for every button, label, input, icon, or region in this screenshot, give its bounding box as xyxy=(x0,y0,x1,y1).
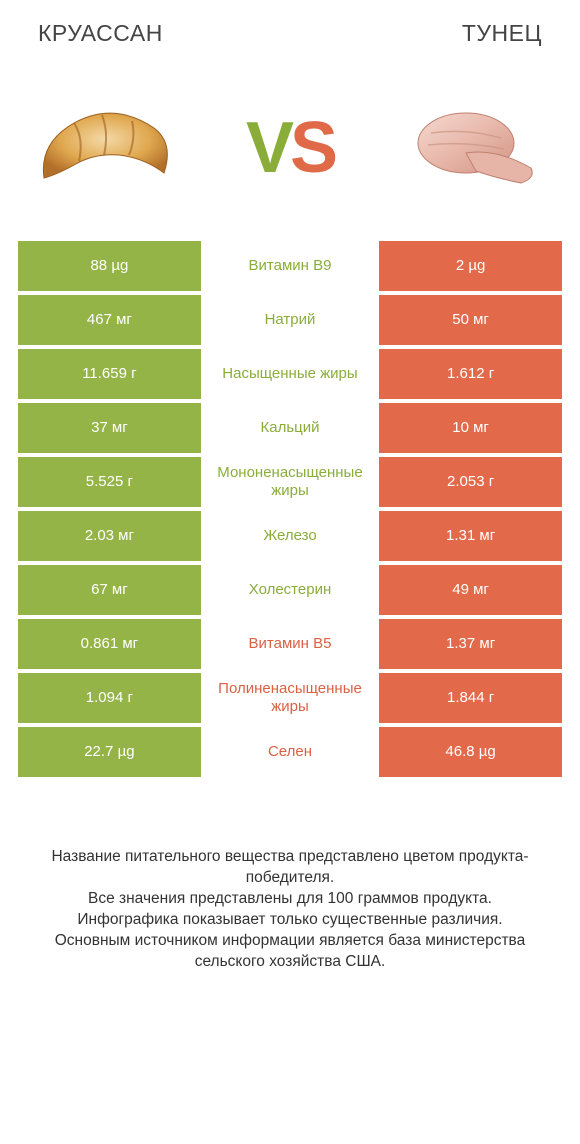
cell-right-value: 2 µg xyxy=(379,241,562,291)
table-row: 37 мгКальций10 мг xyxy=(18,403,562,453)
footer-line: Все значения представлены для 100 граммо… xyxy=(26,889,554,910)
cell-right-value: 1.37 мг xyxy=(379,619,562,669)
table-row: 5.525 гМононенасыщенные жиры2.053 г xyxy=(18,457,562,507)
cell-nutrient-label: Мононенасыщенные жиры xyxy=(201,457,379,507)
tuna-image xyxy=(396,83,556,213)
cell-left-value: 0.861 мг xyxy=(18,619,201,669)
cell-nutrient-label: Кальций xyxy=(201,403,379,453)
cell-left-value: 88 µg xyxy=(18,241,201,291)
footer: Название питательного вещества представл… xyxy=(18,847,562,973)
infographic-container: КРУАССАН ТУНЕЦ VS xyxy=(0,0,580,993)
cell-right-value: 1.31 мг xyxy=(379,511,562,561)
table-row: 67 мгХолестерин49 мг xyxy=(18,565,562,615)
cell-right-value: 1.612 г xyxy=(379,349,562,399)
header-title-right: ТУНЕЦ xyxy=(462,20,542,47)
cell-left-value: 11.659 г xyxy=(18,349,201,399)
footer-line: Название питательного вещества представл… xyxy=(26,847,554,889)
cell-right-value: 2.053 г xyxy=(379,457,562,507)
cell-nutrient-label: Полиненасыщенные жиры xyxy=(201,673,379,723)
cell-right-value: 1.844 г xyxy=(379,673,562,723)
header-title-left: КРУАССАН xyxy=(38,20,163,47)
cell-left-value: 67 мг xyxy=(18,565,201,615)
cell-left-value: 1.094 г xyxy=(18,673,201,723)
table-row: 88 µgВитамин B92 µg xyxy=(18,241,562,291)
vs-label: VS xyxy=(246,112,334,184)
cell-nutrient-label: Натрий xyxy=(201,295,379,345)
header: КРУАССАН ТУНЕЦ xyxy=(18,20,562,59)
cell-left-value: 2.03 мг xyxy=(18,511,201,561)
table-row: 11.659 гНасыщенные жиры1.612 г xyxy=(18,349,562,399)
nutrient-table: 88 µgВитамин B92 µg467 мгНатрий50 мг11.6… xyxy=(18,241,562,777)
cell-left-value: 467 мг xyxy=(18,295,201,345)
croissant-image xyxy=(24,83,184,213)
cell-left-value: 22.7 µg xyxy=(18,727,201,777)
cell-right-value: 10 мг xyxy=(379,403,562,453)
cell-nutrient-label: Железо xyxy=(201,511,379,561)
cell-nutrient-label: Насыщенные жиры xyxy=(201,349,379,399)
footer-line: Основным источником информации является … xyxy=(26,931,554,973)
table-row: 1.094 гПолиненасыщенные жиры1.844 г xyxy=(18,673,562,723)
cell-right-value: 50 мг xyxy=(379,295,562,345)
cell-nutrient-label: Холестерин xyxy=(201,565,379,615)
table-row: 467 мгНатрий50 мг xyxy=(18,295,562,345)
cell-right-value: 46.8 µg xyxy=(379,727,562,777)
footer-line: Инфографика показывает только существенн… xyxy=(26,910,554,931)
cell-right-value: 49 мг xyxy=(379,565,562,615)
vs-v: V xyxy=(246,108,290,188)
vs-row: VS xyxy=(18,59,562,241)
cell-nutrient-label: Витамин B9 xyxy=(201,241,379,291)
table-row: 22.7 µgСелен46.8 µg xyxy=(18,727,562,777)
cell-nutrient-label: Витамин B5 xyxy=(201,619,379,669)
table-row: 0.861 мгВитамин B51.37 мг xyxy=(18,619,562,669)
vs-s: S xyxy=(290,108,334,188)
table-row: 2.03 мгЖелезо1.31 мг xyxy=(18,511,562,561)
cell-left-value: 5.525 г xyxy=(18,457,201,507)
cell-nutrient-label: Селен xyxy=(201,727,379,777)
cell-left-value: 37 мг xyxy=(18,403,201,453)
